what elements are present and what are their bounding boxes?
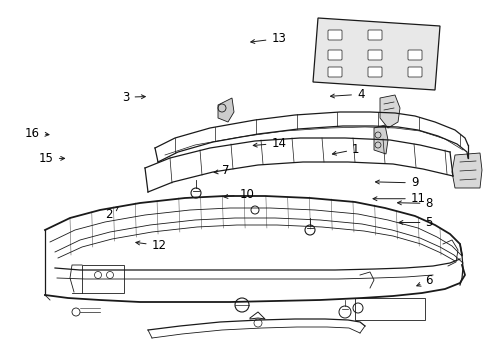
- FancyBboxPatch shape: [407, 50, 421, 60]
- Text: 8: 8: [397, 197, 432, 210]
- Text: 3: 3: [122, 91, 145, 104]
- Text: 7: 7: [214, 165, 229, 177]
- Text: 14: 14: [253, 137, 286, 150]
- Polygon shape: [379, 95, 399, 128]
- FancyBboxPatch shape: [327, 30, 341, 40]
- FancyBboxPatch shape: [327, 50, 341, 60]
- Text: 2: 2: [105, 207, 118, 221]
- Text: 4: 4: [330, 88, 364, 101]
- Text: 11: 11: [372, 192, 425, 205]
- Text: 9: 9: [375, 176, 417, 189]
- Text: 13: 13: [250, 32, 285, 45]
- FancyBboxPatch shape: [367, 67, 381, 77]
- Text: 12: 12: [136, 239, 166, 252]
- Polygon shape: [218, 98, 234, 122]
- FancyBboxPatch shape: [407, 67, 421, 77]
- FancyBboxPatch shape: [327, 67, 341, 77]
- Text: 1: 1: [332, 143, 359, 156]
- Text: 6: 6: [416, 274, 432, 287]
- FancyBboxPatch shape: [367, 30, 381, 40]
- Polygon shape: [373, 125, 387, 154]
- Polygon shape: [312, 18, 439, 90]
- Text: 5: 5: [398, 216, 432, 229]
- Text: 10: 10: [224, 188, 254, 201]
- Polygon shape: [451, 153, 481, 188]
- Text: 15: 15: [39, 152, 64, 165]
- FancyBboxPatch shape: [367, 50, 381, 60]
- Text: 16: 16: [25, 127, 49, 140]
